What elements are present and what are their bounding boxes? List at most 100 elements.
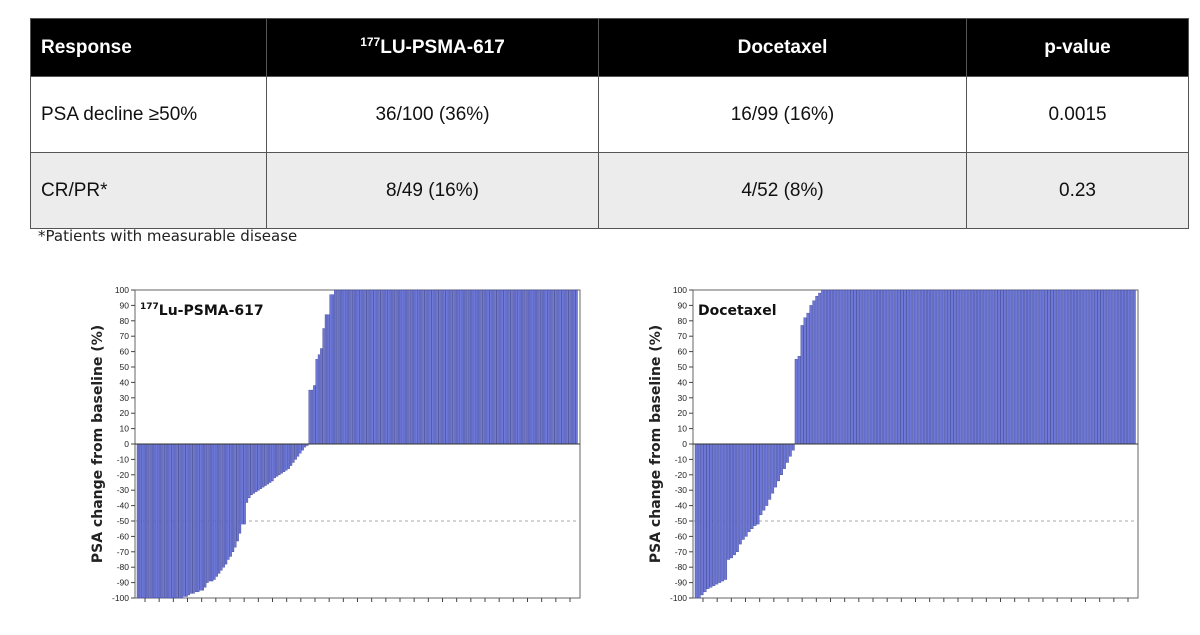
bar <box>1126 289 1130 445</box>
bar <box>531 289 534 445</box>
bar <box>357 289 360 445</box>
y-tick-label: -70 <box>675 547 688 557</box>
bar <box>361 289 365 445</box>
chart-title: Docetaxel <box>698 303 777 319</box>
waterfall-chart-docetaxel: 1009080706050403020100-10-20-30-40-50-60… <box>648 285 1139 603</box>
bar <box>164 443 167 599</box>
bar <box>835 289 839 445</box>
y-tick-label: -100 <box>670 593 687 603</box>
bar <box>988 289 992 445</box>
bar <box>399 289 402 445</box>
bar <box>941 289 945 445</box>
row-label: PSA decline ≥50% <box>30 76 267 153</box>
bar <box>549 289 553 445</box>
bar <box>236 443 239 542</box>
bar <box>1027 289 1030 445</box>
bar <box>517 289 520 445</box>
bar <box>141 443 144 599</box>
bar <box>547 289 550 445</box>
waterfall-chart-lu-psma: 1009080706050403020100-10-20-30-40-50-60… <box>90 285 581 603</box>
header-lu-psma: 177LU-PSMA-617 <box>266 18 599 77</box>
y-tick-label: -60 <box>117 531 130 541</box>
bar <box>508 289 511 445</box>
bar <box>1062 289 1066 445</box>
bar <box>930 289 933 445</box>
bar <box>459 289 462 445</box>
y-tick-label: 70 <box>120 331 130 341</box>
bar <box>245 443 249 503</box>
bar <box>1115 289 1119 445</box>
bar <box>806 312 810 445</box>
bar <box>794 359 798 445</box>
bar <box>180 443 184 599</box>
cell-p-value: 0.0015 <box>966 76 1189 153</box>
bar <box>850 289 854 445</box>
y-tick-label: 70 <box>678 331 688 341</box>
bar <box>800 325 804 445</box>
bar <box>505 289 509 445</box>
bar <box>341 289 344 445</box>
bar <box>482 289 485 445</box>
row-label: CR/PR* <box>30 152 267 229</box>
bar <box>264 443 267 486</box>
bar <box>903 289 907 445</box>
bar <box>566 289 569 445</box>
bar <box>394 289 397 445</box>
y-tick-label: -40 <box>675 501 688 511</box>
bar <box>853 289 857 445</box>
cell-lu: 8/49 (16%) <box>266 152 599 229</box>
bar <box>148 443 151 599</box>
y-tick-label: -20 <box>675 470 688 480</box>
bar <box>192 443 195 594</box>
bar <box>1121 289 1124 445</box>
bar <box>979 289 983 445</box>
bar <box>552 289 555 445</box>
bar <box>885 289 889 445</box>
bar <box>392 289 395 445</box>
bar <box>276 443 279 477</box>
bar <box>750 443 754 529</box>
bar <box>832 289 836 445</box>
bar <box>538 289 541 445</box>
bar <box>153 443 156 599</box>
bar <box>900 289 904 445</box>
bar <box>838 289 842 445</box>
table-row: CR/PR* 8/49 (16%) 4/52 (8%) 0.23 <box>30 152 1189 229</box>
y-tick-label: -70 <box>117 547 130 557</box>
bar <box>187 443 191 596</box>
bar <box>953 289 957 445</box>
bar <box>815 295 819 445</box>
bar <box>821 289 825 445</box>
bar <box>894 289 898 445</box>
bar <box>199 443 202 591</box>
bar <box>229 443 232 557</box>
bar <box>213 443 216 580</box>
bar <box>561 289 564 445</box>
bar <box>259 443 263 489</box>
bar <box>354 289 358 445</box>
bar <box>224 443 228 565</box>
bar <box>250 443 253 496</box>
y-tick-label: 80 <box>678 316 688 326</box>
bar <box>1038 289 1042 445</box>
bar <box>519 289 522 445</box>
bar <box>464 289 467 445</box>
bar <box>871 289 875 445</box>
y-tick-label: -30 <box>117 485 130 495</box>
bar <box>447 289 451 445</box>
bar <box>1065 289 1069 445</box>
y-axis-label: PSA change from baseline (%) <box>90 325 106 563</box>
bar <box>352 289 355 445</box>
bar <box>927 289 930 445</box>
bar <box>480 289 483 445</box>
bar <box>257 443 260 491</box>
bar <box>741 443 745 540</box>
bar <box>350 289 353 445</box>
y-tick-label: -10 <box>117 454 130 464</box>
bar <box>1112 289 1116 445</box>
bar <box>422 289 425 445</box>
bar <box>410 289 413 445</box>
bar <box>408 289 411 445</box>
bar <box>366 289 369 445</box>
bar <box>859 289 863 445</box>
